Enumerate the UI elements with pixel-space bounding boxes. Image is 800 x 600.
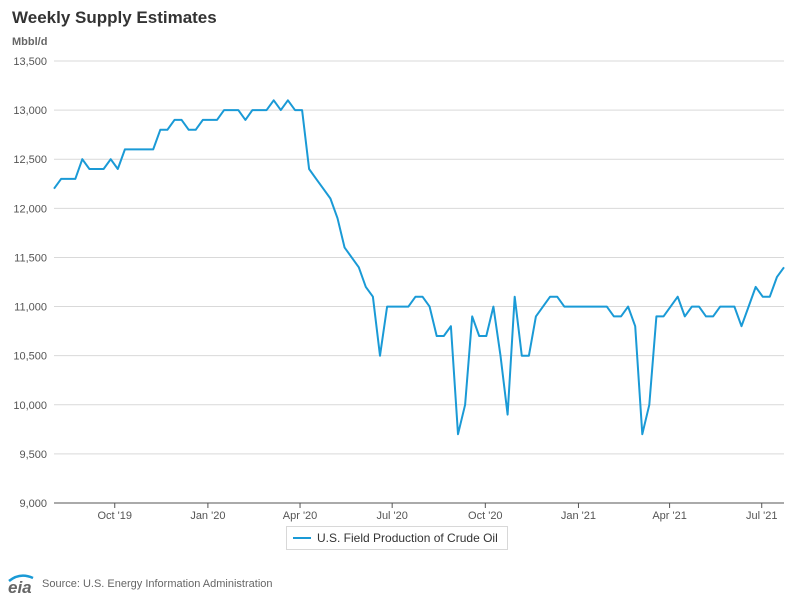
series-line[interactable] <box>53 99 785 436</box>
logo-text: eia <box>8 578 32 597</box>
y-tick-label: 12,000 <box>13 203 47 215</box>
y-tick-label: 11,500 <box>14 252 47 264</box>
x-tick-label: Oct '20 <box>468 510 503 522</box>
y-tick-label: 12,500 <box>13 154 47 166</box>
x-tick-label: Jan '21 <box>561 510 596 522</box>
x-tick-label: Jul '21 <box>746 510 777 522</box>
y-tick-label: 9,000 <box>19 498 47 510</box>
y-tick-label: 13,500 <box>13 56 47 68</box>
footer: eia Source: U.S. Energy Information Admi… <box>6 572 273 597</box>
x-tick-label: Jan '20 <box>190 510 225 522</box>
source-note: Source: U.S. Energy Information Administ… <box>42 578 273 590</box>
x-tick-label: Apr '21 <box>652 510 687 522</box>
y-tick-label: 10,000 <box>13 400 47 412</box>
gridlines <box>54 60 784 455</box>
chart-title: Weekly Supply Estimates <box>12 8 217 27</box>
legend-swatch <box>293 537 311 539</box>
x-axis-ticks: Oct '19 Jan '20 Apr '20 Jul '20 Oct '20 Jan '… <box>97 503 777 522</box>
x-tick-label: Oct '19 <box>97 510 132 522</box>
y-axis-unit-label: Mbbl/d <box>12 36 48 48</box>
legend-label: U.S. Field Production of Crude Oil <box>317 531 498 545</box>
y-tick-label: 10,500 <box>13 351 47 363</box>
y-axis-ticks: 9,000 9,500 10,000 10,500 11,000 11,500 12,000… <box>13 56 47 510</box>
y-tick-label: 11,000 <box>14 302 47 314</box>
eia-logo-icon[interactable]: eia <box>6 572 36 597</box>
x-tick-label: Apr '20 <box>283 510 318 522</box>
legend-item[interactable]: U.S. Field Production of Crude Oil <box>286 526 508 550</box>
series-group <box>53 99 785 436</box>
y-tick-label: 9,500 <box>19 449 47 461</box>
x-tick-label: Jul '20 <box>376 510 407 522</box>
y-tick-label: 13,000 <box>13 105 47 117</box>
